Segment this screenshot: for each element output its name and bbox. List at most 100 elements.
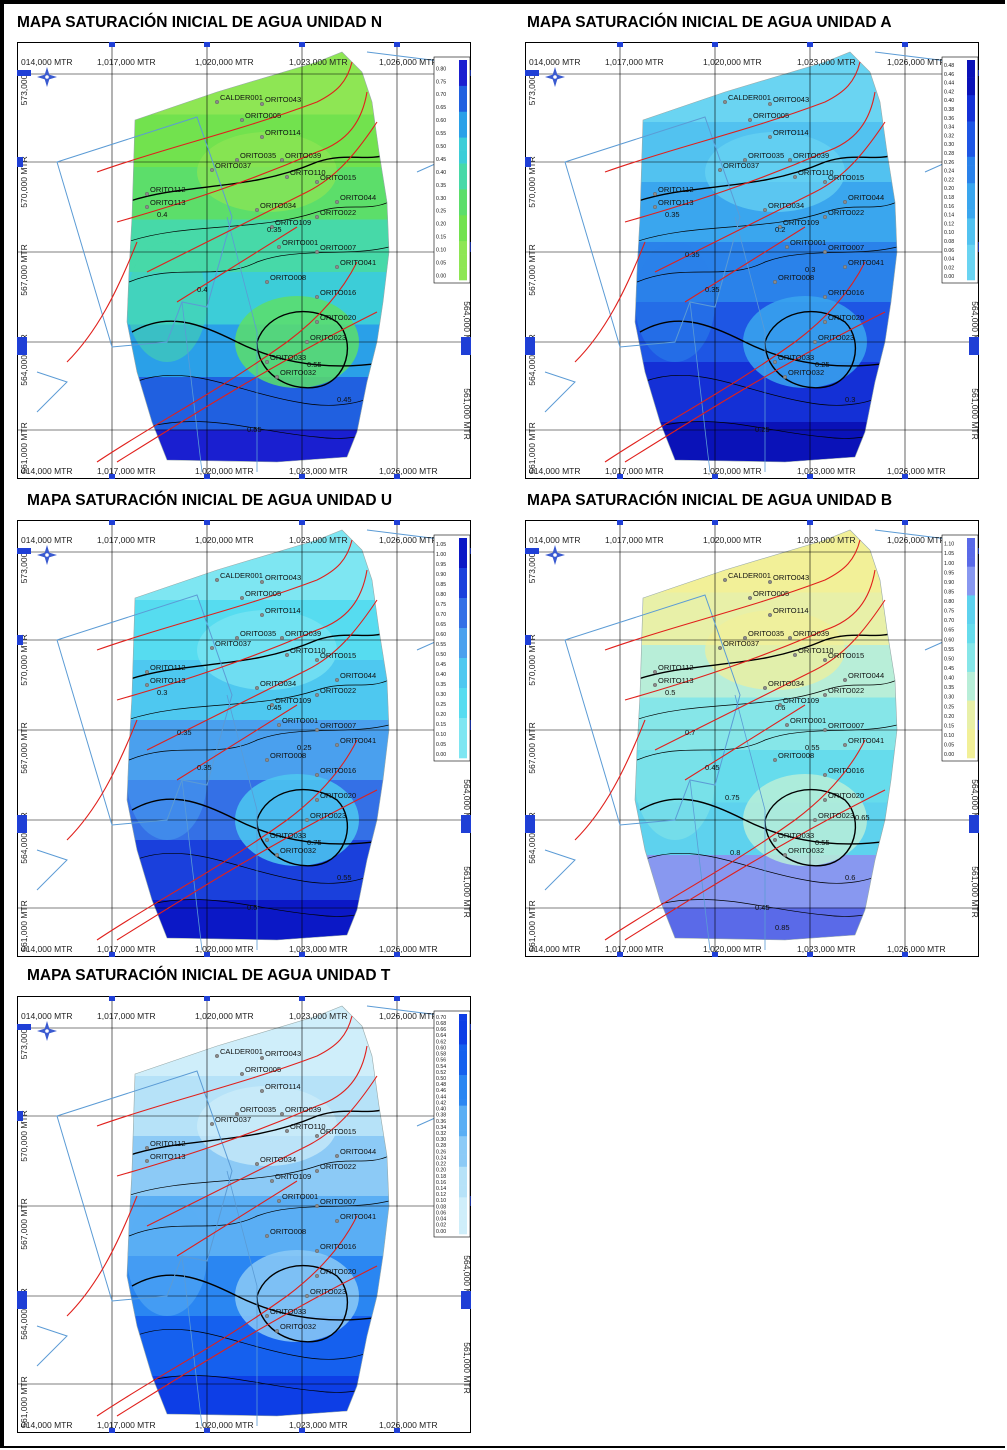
- axis-tick-block: [902, 952, 908, 957]
- well-marker-icon: [144, 1145, 149, 1150]
- legend-swatch: [967, 719, 975, 730]
- legend-value-label: 0.55: [944, 647, 954, 653]
- well-label: ORITO043: [265, 1049, 301, 1058]
- surface-patch: [635, 720, 715, 840]
- axis-tick-block: [394, 1428, 400, 1433]
- block-outline: [36, 849, 68, 891]
- legend-value-label: 0.85: [436, 582, 446, 588]
- legend-value-label: 0.75: [436, 79, 446, 85]
- well-label: ORITO113: [150, 1152, 186, 1161]
- legend-swatch: [459, 1062, 467, 1070]
- block-outline: [544, 849, 576, 891]
- legend-swatch: [967, 68, 975, 78]
- fault-line: [684, 226, 806, 303]
- axis-y-right-label: 564,000 MTR: [970, 779, 979, 831]
- map-panel-u: CALDER001 ORITO043 ORITO005 ORITO114 ORITO03…: [17, 520, 471, 957]
- legend-swatch: [459, 1160, 467, 1168]
- well-marker-icon: [823, 249, 828, 254]
- well-label: ORITO114: [773, 128, 809, 137]
- legend-swatch: [459, 728, 467, 739]
- legend-value-label: 0.20: [436, 222, 446, 228]
- legend-swatch: [459, 1032, 467, 1039]
- well-marker-icon: [652, 682, 657, 687]
- well-marker-icon: [144, 669, 149, 674]
- axis-x-top-label: 014,000 MTR: [21, 535, 73, 545]
- contour-value-label: 0.55: [307, 360, 322, 369]
- well-marker-icon: [788, 635, 793, 640]
- well-marker-icon: [269, 1178, 274, 1183]
- axis-y-left-label: 573,000: [19, 1028, 29, 1059]
- legend-swatch: [459, 1209, 467, 1216]
- legend-swatch: [967, 77, 975, 87]
- fault-line: [96, 1215, 358, 1417]
- legend-swatch: [459, 1227, 467, 1235]
- legend-swatch: [459, 111, 467, 126]
- well-marker-icon: [843, 199, 848, 204]
- well-label: ORITO109: [275, 1172, 311, 1181]
- axis-tick-block: [17, 70, 31, 76]
- fault-line: [654, 599, 886, 751]
- legend-swatch: [459, 215, 467, 229]
- axis-tick-block: [109, 474, 115, 479]
- legend-value-label: 0.58: [436, 1052, 446, 1058]
- map-title-t: MAPA SATURACIÓN INICIAL DE AGUA UNIDAD T: [27, 967, 391, 984]
- well-marker-icon: [259, 102, 264, 107]
- contour-value-label: 0.25: [755, 425, 770, 434]
- legend-swatch: [459, 678, 467, 689]
- legend-swatch: [967, 262, 975, 272]
- well-marker-icon: [239, 117, 244, 122]
- axis-y-right-label: 564,000 MTR: [462, 1255, 471, 1307]
- legend-swatch: [459, 1026, 467, 1033]
- legend-swatch: [967, 557, 975, 567]
- well-marker-icon: [785, 722, 790, 727]
- legend-swatch: [459, 1056, 467, 1064]
- axis-tick-block: [807, 474, 813, 479]
- legend-swatch: [967, 192, 975, 202]
- block-outline: [181, 216, 258, 473]
- legend-swatch: [967, 652, 975, 663]
- saturation-surface: [635, 52, 897, 462]
- well-label: ORITO037: [215, 1115, 251, 1124]
- legend-value-label: 0.65: [436, 105, 446, 111]
- axis-tick-block: [109, 520, 115, 525]
- well-marker-icon: [315, 727, 320, 732]
- legend-value-label: 1.05: [944, 551, 954, 557]
- well-label: ORITO033: [778, 831, 814, 840]
- map-panel-a: CALDER001 ORITO043 ORITO005 ORITO114 ORITO03…: [525, 42, 979, 479]
- well-marker-icon: [783, 375, 788, 380]
- fault-line: [96, 739, 358, 941]
- axis-tick-block: [17, 815, 27, 833]
- legend-swatch: [459, 1215, 467, 1223]
- legend-value-label: 0.34: [436, 1125, 446, 1131]
- legend-swatch: [459, 658, 467, 669]
- legend-swatch: [459, 1148, 467, 1155]
- axis-x-top-label: 1,020,000 MTR: [195, 535, 254, 545]
- fault-line: [684, 704, 806, 781]
- legend-swatch: [459, 1020, 467, 1027]
- well-marker-icon: [315, 1168, 320, 1173]
- axis-x-top-label: 014,000 MTR: [21, 57, 73, 67]
- contour-value-label: 0.55: [247, 425, 262, 434]
- well-marker-icon: [209, 645, 214, 650]
- axis-tick-block: [394, 996, 400, 1001]
- axis-tick-block: [17, 548, 31, 554]
- well-marker-icon: [762, 207, 767, 212]
- well-label: ORITO016: [320, 288, 356, 297]
- contour-line: [134, 1328, 380, 1360]
- axis-y-left-label: 567,000 MTR: [19, 1198, 29, 1250]
- well-label: ORITO007: [828, 243, 864, 252]
- axis-y-right-label: 561,000 MTR: [970, 388, 979, 440]
- contour-value-label: 0.75: [725, 793, 740, 802]
- well-marker-icon: [335, 199, 340, 204]
- legend-swatch: [967, 174, 975, 184]
- axis-y-left-label: 564,000 MTR: [527, 334, 537, 386]
- axis-x-top-label: 1,020,000 MTR: [195, 1011, 254, 1021]
- well-label: ORITO044: [340, 1147, 376, 1156]
- well-label: ORITO109: [783, 218, 819, 227]
- axis-tick-block: [617, 952, 623, 957]
- contour-value-label: 0.3: [157, 688, 167, 697]
- north-arrow-icon: [37, 1021, 57, 1041]
- well-marker-icon: [717, 645, 722, 650]
- axis-tick-block: [461, 337, 471, 355]
- axis-y-left-label: 567,000 MTR: [19, 722, 29, 774]
